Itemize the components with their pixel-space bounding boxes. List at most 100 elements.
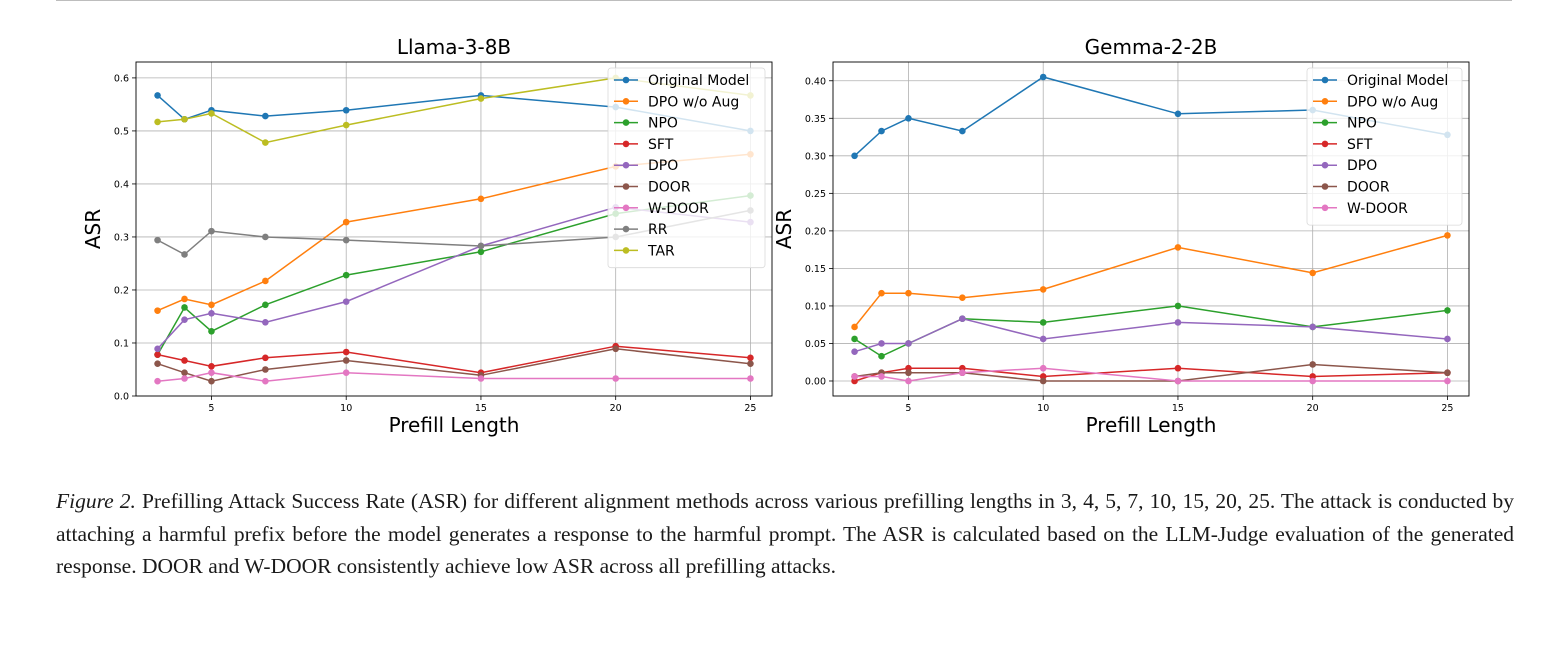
figure-caption: Figure 2. Prefilling Attack Success Rate… [56,485,1514,583]
data-point [1309,361,1316,368]
data-point [905,369,912,377]
data-point [747,354,754,362]
data-point [1039,377,1047,385]
data-point [851,152,858,160]
series-line [157,77,751,144]
data-point [181,375,188,382]
legend-swatch-marker [622,119,630,126]
series-sft [154,342,754,376]
data-point [181,115,188,123]
figure-charts: 5 10 15 20 25 0.0 0.1 0.2 0.3 0.4 0.5 0.6 Llama-3-8B… [81,35,1470,437]
data-point [905,340,912,347]
data-point [878,340,885,347]
data-point [477,375,485,382]
x-tick-label: 25 [744,403,756,414]
series-line [854,317,1448,353]
y-axis-label: ASR [81,209,105,249]
series-line [157,345,751,374]
data-point [1174,244,1182,251]
data-point [1309,377,1316,385]
data-point [747,375,754,382]
legend-swatch-marker [622,98,630,105]
legend-item: NPO [614,116,678,132]
legend-label: Original Model [1347,73,1448,89]
legend-swatch-marker [1321,161,1329,169]
x-tick-label: 15 [1172,403,1184,414]
data-point [342,369,350,376]
data-point [612,345,619,353]
legend-label: DOOR [648,180,691,196]
data-point [342,106,350,114]
series-line [854,363,1448,382]
series-line [854,305,1448,358]
data-point [878,127,885,135]
data-point [342,298,350,305]
y-tick-label: 0.35 [805,114,826,125]
legend-label: W-DOOR [648,201,709,217]
series-line [157,348,751,382]
data-point [181,251,188,258]
caption-label: Figure 2. [56,489,136,513]
chart-title: Llama-3-8B [397,35,511,59]
y-tick-label: 0.15 [805,264,826,275]
data-point [181,304,188,311]
data-point [208,369,215,376]
series-line [156,194,751,355]
data-point [1174,364,1182,372]
y-tick-label: 0.25 [805,189,826,200]
data-point [262,377,269,385]
legend-item: DOOR [1313,180,1390,196]
data-point [905,377,912,385]
x-axis-label: Prefill Length [389,413,520,437]
legend-swatch-marker [1321,204,1329,212]
data-point [208,328,215,335]
legend-label: DOOR [1347,180,1390,196]
data-point [262,319,269,326]
series-line [854,76,1448,157]
data-point [959,127,966,135]
legend-item: TAR [614,243,675,259]
data-point [878,373,885,380]
data-point [342,218,350,226]
legend-swatch-marker [622,76,630,84]
legend-label: Original Model [648,73,749,89]
data-point [851,335,858,343]
legend-swatch-marker [1321,76,1329,84]
legend-swatch-marker [1321,119,1329,126]
series-line [854,234,1448,328]
data-point [262,112,269,120]
data-point [154,345,161,353]
legend-label: NPO [1347,116,1377,132]
legend-item: Original Model [1313,73,1448,89]
axes-frame [832,61,1470,397]
data-point [181,295,188,303]
legend: Original Model DPO w/o Aug NPO SFT DPO DOOR W-… [607,67,766,269]
legend-item: W-DOOR [1313,201,1408,217]
legend-item: W-DOOR [614,201,709,217]
y-axis-label: ASR [772,209,796,249]
x-tick-label: 5 [208,403,214,414]
legend-label: DPO [648,158,678,174]
legend-item: SFT [614,137,674,153]
legend-item: NPO [1313,116,1377,132]
data-point [181,369,188,376]
data-point [1174,377,1182,385]
legend-item: DPO w/o Aug [1313,94,1438,110]
data-point [342,121,350,129]
y-tick-label: 0.20 [805,226,826,237]
x-axis-label: Prefill Length [1086,413,1217,437]
series-dpo-w-o-aug [154,150,754,314]
legend-label: DPO w/o Aug [648,94,739,110]
series-line [854,367,1448,382]
legend-swatch-marker [622,183,630,190]
data-point [208,377,215,385]
legend-box [607,67,766,269]
legend-label: DPO [1347,158,1377,174]
data-point [959,369,966,377]
data-point [208,227,215,235]
data-point [208,301,215,309]
y-tick-label: 0.30 [805,151,826,162]
legend-item: SFT [1313,137,1373,153]
data-point [262,139,269,146]
data-point [262,233,269,241]
